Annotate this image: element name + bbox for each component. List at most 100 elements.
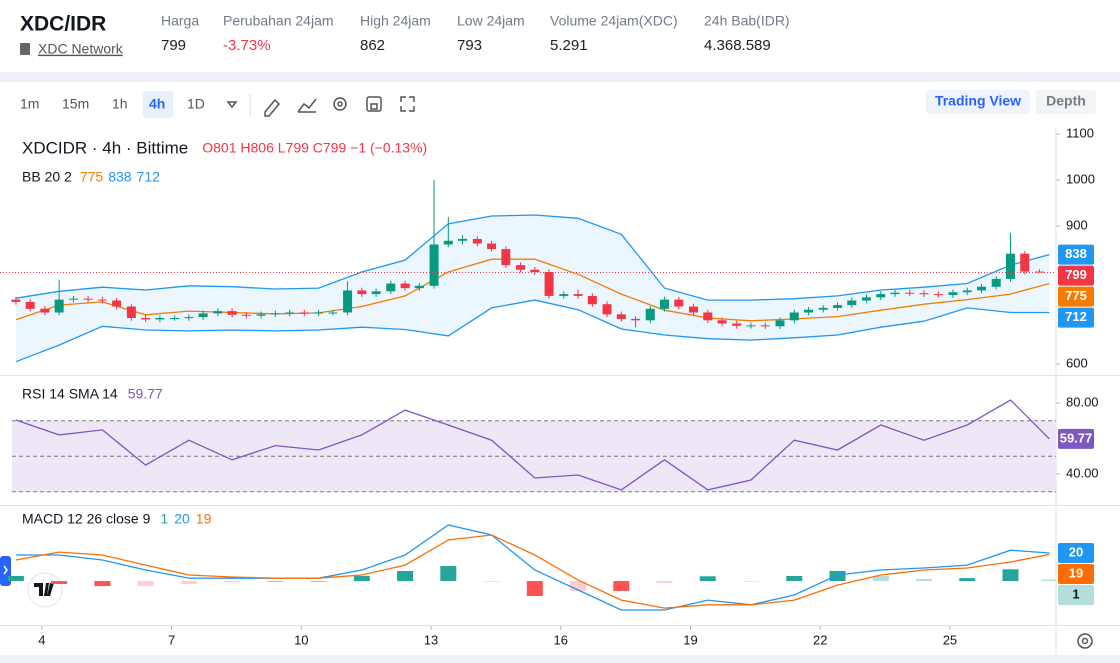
price-tag: 59.77 bbox=[1060, 430, 1093, 445]
macd-hist-bar bbox=[1041, 579, 1056, 582]
candle-body bbox=[68, 298, 78, 300]
candle-body bbox=[429, 244, 439, 286]
candle-body bbox=[587, 295, 597, 305]
axis-settings-icon[interactable] bbox=[1077, 633, 1093, 649]
interval[interactable]: 1m bbox=[20, 96, 39, 112]
save-icon[interactable] bbox=[366, 96, 382, 112]
candle-body bbox=[386, 283, 396, 292]
y-tick-label: 1000 bbox=[1066, 172, 1095, 187]
side-toggle[interactable] bbox=[0, 556, 11, 586]
candle-body bbox=[530, 269, 540, 273]
view-bg bbox=[926, 90, 1030, 114]
interval[interactable]: 15m bbox=[62, 96, 89, 112]
interval[interactable]: 4h bbox=[149, 96, 165, 112]
candle-body bbox=[285, 312, 295, 314]
x-tick-label: 19 bbox=[683, 632, 697, 647]
candle-body bbox=[602, 304, 612, 315]
settings-icon[interactable] bbox=[333, 97, 347, 111]
legend-text: O801 H806 L799 C799 −1 (−0.13%) bbox=[202, 140, 427, 156]
y-tick-label: 40.00 bbox=[1066, 465, 1099, 480]
price-tag-bg bbox=[1058, 585, 1094, 606]
legend-text: MACD 12 26 close 9 bbox=[22, 511, 151, 527]
candle-body bbox=[905, 292, 915, 294]
candle-body bbox=[472, 238, 482, 244]
candle-body bbox=[256, 314, 266, 316]
plot bbox=[7, 524, 1056, 611]
macd-hist-bar bbox=[613, 581, 630, 591]
x-tick-label: 22 bbox=[813, 632, 827, 647]
macd-hist-bar bbox=[267, 581, 284, 582]
macd-hist-bar bbox=[7, 576, 24, 582]
candle-body bbox=[919, 293, 929, 295]
price-tag-bg bbox=[1058, 307, 1094, 328]
y-tick-label: 900 bbox=[1066, 218, 1088, 233]
network-link[interactable]: XDC Network bbox=[38, 41, 124, 57]
draw-icon[interactable] bbox=[264, 98, 281, 117]
plot bbox=[11, 180, 1050, 363]
candle-body bbox=[948, 292, 958, 296]
stat-value: 799 bbox=[161, 37, 186, 54]
candle-body bbox=[660, 299, 670, 309]
price-tag: 799 bbox=[1065, 267, 1087, 282]
interval[interactable]: 1h bbox=[112, 96, 128, 112]
candle-body bbox=[213, 311, 223, 314]
interval-dropdown[interactable] bbox=[226, 101, 238, 109]
x-tick-label: 16 bbox=[554, 632, 568, 647]
header-bg bbox=[0, 0, 1120, 72]
y-tick-label: 600 bbox=[1066, 355, 1088, 370]
candle-body bbox=[703, 312, 713, 321]
stat-value: 862 bbox=[360, 37, 385, 54]
candle-body bbox=[227, 311, 237, 315]
interval[interactable]: 1D bbox=[187, 96, 205, 112]
stat-label: Volume 24jam(XDC) bbox=[550, 13, 678, 29]
candle-body bbox=[343, 290, 353, 313]
candle-body bbox=[501, 249, 511, 266]
indicator-icon[interactable] bbox=[297, 98, 317, 113]
macd-hist-bar bbox=[51, 581, 68, 584]
macd-hist-bar bbox=[656, 581, 673, 583]
price-tag-bg bbox=[1058, 265, 1094, 286]
candle-body bbox=[40, 308, 50, 313]
y-tick-label: 80.00 bbox=[1066, 394, 1099, 409]
legend-text: 59.77 bbox=[128, 386, 163, 402]
candle-body bbox=[25, 301, 35, 309]
stat-label: 24h Bab(IDR) bbox=[704, 13, 790, 29]
legend-text: 1 bbox=[160, 511, 168, 527]
fullscreen-icon[interactable] bbox=[400, 96, 415, 112]
macd-hist-bar bbox=[483, 581, 500, 582]
candle-body bbox=[443, 240, 453, 245]
candle-body bbox=[414, 285, 424, 289]
macd-line bbox=[15, 534, 1050, 609]
view-tab[interactable]: Trading View bbox=[935, 93, 1021, 109]
chart-bg bbox=[0, 128, 1120, 655]
candle-body bbox=[674, 299, 684, 307]
macd-hist-bar bbox=[440, 566, 457, 582]
view-tab[interactable]: Depth bbox=[1046, 93, 1086, 109]
bb-line bbox=[15, 258, 1050, 322]
price-tag: 838 bbox=[1065, 246, 1087, 261]
stat-value: 793 bbox=[457, 37, 482, 54]
candle-body bbox=[559, 294, 569, 296]
candle-body bbox=[400, 283, 410, 289]
macd-hist-bar bbox=[786, 576, 803, 582]
pair: XDC/IDR bbox=[20, 13, 106, 36]
legend-text: RSI 14 SMA 14 bbox=[22, 386, 118, 402]
macd-line bbox=[15, 524, 1050, 611]
x-tick-label: 13 bbox=[424, 632, 438, 647]
price-tag-bg bbox=[1058, 428, 1094, 449]
macd-hist-bar bbox=[1002, 569, 1019, 582]
macd-hist-bar bbox=[94, 581, 111, 587]
candle-body bbox=[198, 313, 208, 318]
candle-body bbox=[241, 314, 251, 316]
candle-body bbox=[847, 300, 857, 306]
candle-body bbox=[746, 325, 756, 327]
macd-hist-bar bbox=[310, 581, 327, 582]
candle-body bbox=[573, 294, 583, 296]
network-icon bbox=[20, 43, 30, 55]
macd-hist-bar bbox=[353, 576, 370, 582]
candle-body bbox=[1034, 271, 1044, 273]
interval-active-bg bbox=[143, 91, 173, 118]
candle-body bbox=[775, 320, 785, 327]
candle-body bbox=[54, 299, 64, 313]
